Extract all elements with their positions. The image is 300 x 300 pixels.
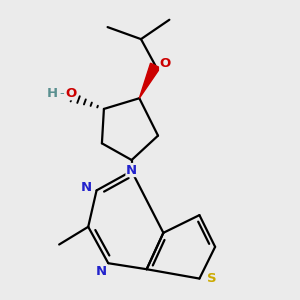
Text: S: S: [207, 272, 217, 285]
Text: -: -: [59, 87, 64, 100]
Text: O: O: [160, 57, 171, 70]
Text: H: H: [47, 87, 58, 100]
Text: N: N: [80, 181, 92, 194]
Text: O: O: [65, 87, 76, 100]
Polygon shape: [139, 63, 160, 98]
Text: N: N: [126, 164, 137, 176]
Text: N: N: [96, 265, 107, 278]
